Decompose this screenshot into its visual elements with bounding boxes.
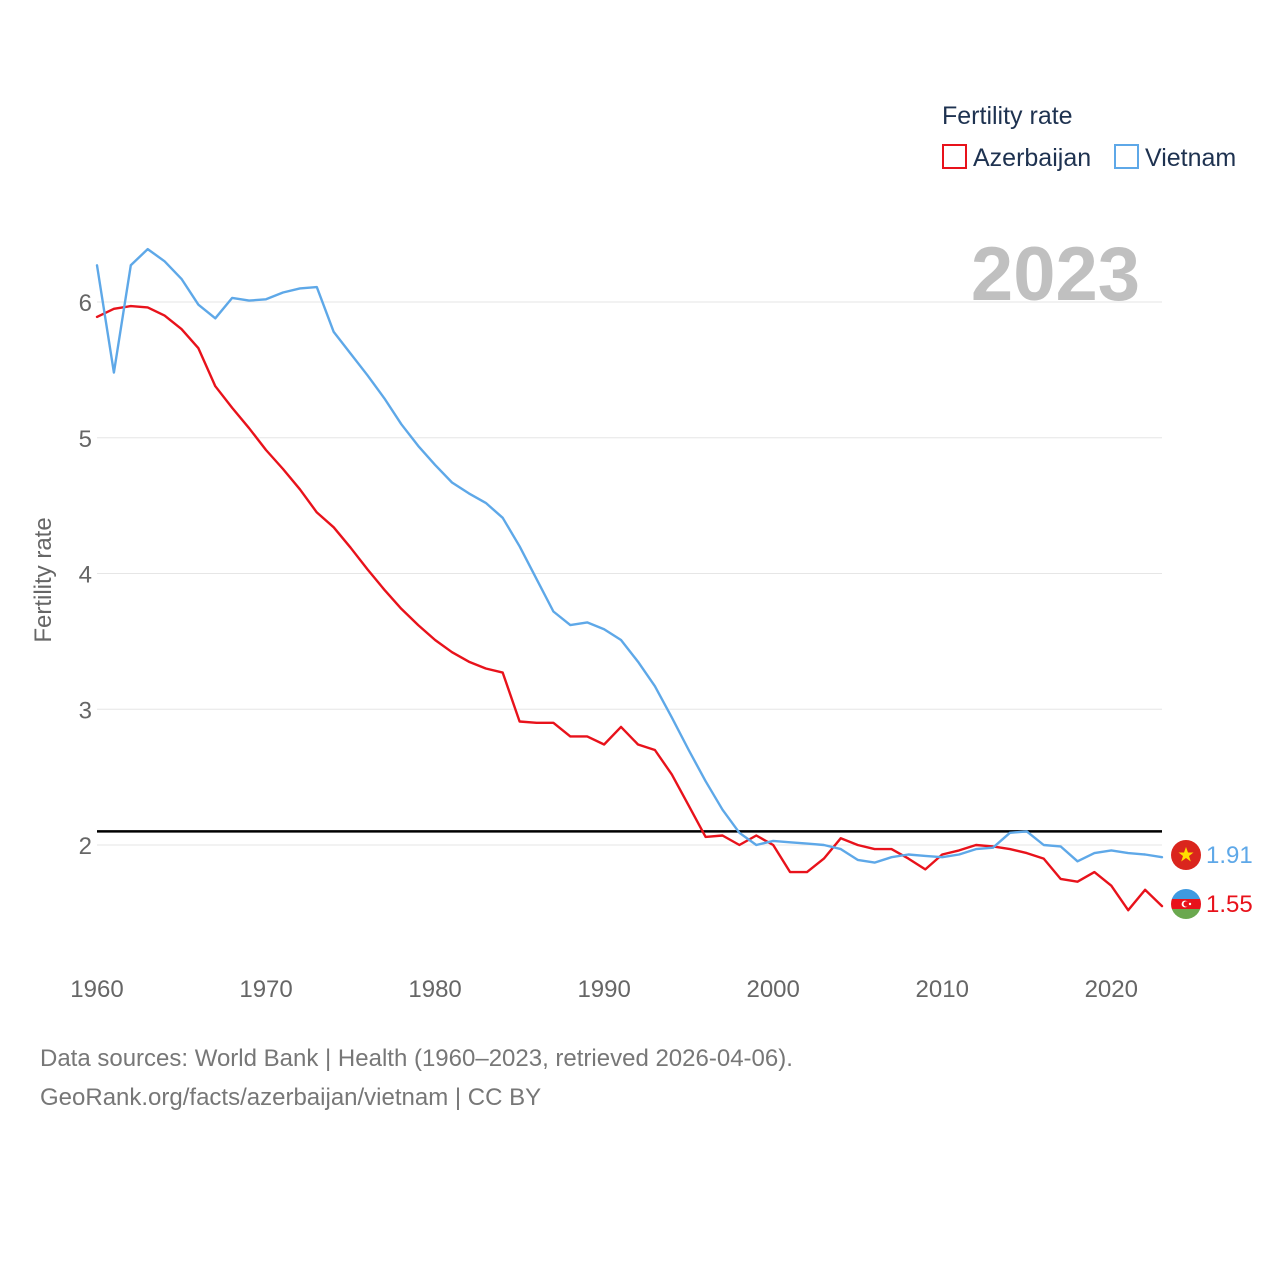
legend-swatch-vietnam bbox=[1114, 144, 1139, 169]
legend-item-azerbaijan[interactable]: Azerbaijan bbox=[942, 144, 1091, 172]
x-tick-label: 2010 bbox=[916, 976, 969, 1003]
x-tick-label: 2020 bbox=[1085, 976, 1138, 1003]
legend-title: Fertility rate bbox=[942, 102, 1073, 130]
x-tick-label: 2000 bbox=[746, 976, 799, 1003]
gridlines bbox=[97, 301, 1162, 846]
year-label: 2023 bbox=[971, 232, 1140, 317]
legend-label-azerbaijan: Azerbaijan bbox=[973, 144, 1091, 172]
data-source-note: Data sources: World Bank | Health (1960–… bbox=[40, 1045, 793, 1072]
series-line-vietnam[interactable] bbox=[95, 247, 1164, 864]
end-value-azerbaijan: 1.55 bbox=[1206, 891, 1253, 918]
x-tick-label: 1990 bbox=[577, 976, 630, 1003]
attribution-link[interactable]: GeoRank.org/facts/azerbaijan/vietnam | C… bbox=[40, 1084, 542, 1111]
x-tick-label: 1960 bbox=[70, 976, 123, 1003]
x-axis-ticks: 1960 1970 1980 1990 2000 2010 2020 bbox=[70, 976, 1138, 1003]
y-axis-ticks: 2 3 4 5 6 bbox=[79, 290, 92, 860]
series-lines bbox=[95, 247, 1164, 912]
vietnam-flag-icon bbox=[1171, 840, 1201, 870]
x-tick-label: 1980 bbox=[408, 976, 461, 1003]
legend-swatch-azerbaijan bbox=[942, 144, 967, 169]
y-axis-label: Fertility rate bbox=[30, 517, 57, 642]
fertility-rate-chart: 2 3 4 5 6 1960 1970 1980 1990 2000 2010 2020 Ferti… bbox=[30, 102, 1253, 1003]
y-tick-label: 3 bbox=[79, 697, 92, 724]
x-tick-label: 1970 bbox=[239, 976, 292, 1003]
y-tick-label: 2 bbox=[79, 833, 92, 860]
series-line-azerbaijan[interactable] bbox=[95, 304, 1164, 912]
y-tick-label: 6 bbox=[79, 290, 92, 317]
azerbaijan-flag-icon bbox=[1171, 889, 1201, 919]
y-tick-label: 4 bbox=[79, 562, 92, 589]
legend-item-vietnam[interactable]: Vietnam bbox=[1114, 144, 1236, 172]
legend[interactable]: Fertility rate Azerbaijan Vietnam bbox=[942, 102, 1236, 172]
legend-label-vietnam: Vietnam bbox=[1145, 144, 1236, 172]
y-tick-label: 5 bbox=[79, 426, 92, 453]
end-value-vietnam: 1.91 bbox=[1206, 842, 1253, 869]
